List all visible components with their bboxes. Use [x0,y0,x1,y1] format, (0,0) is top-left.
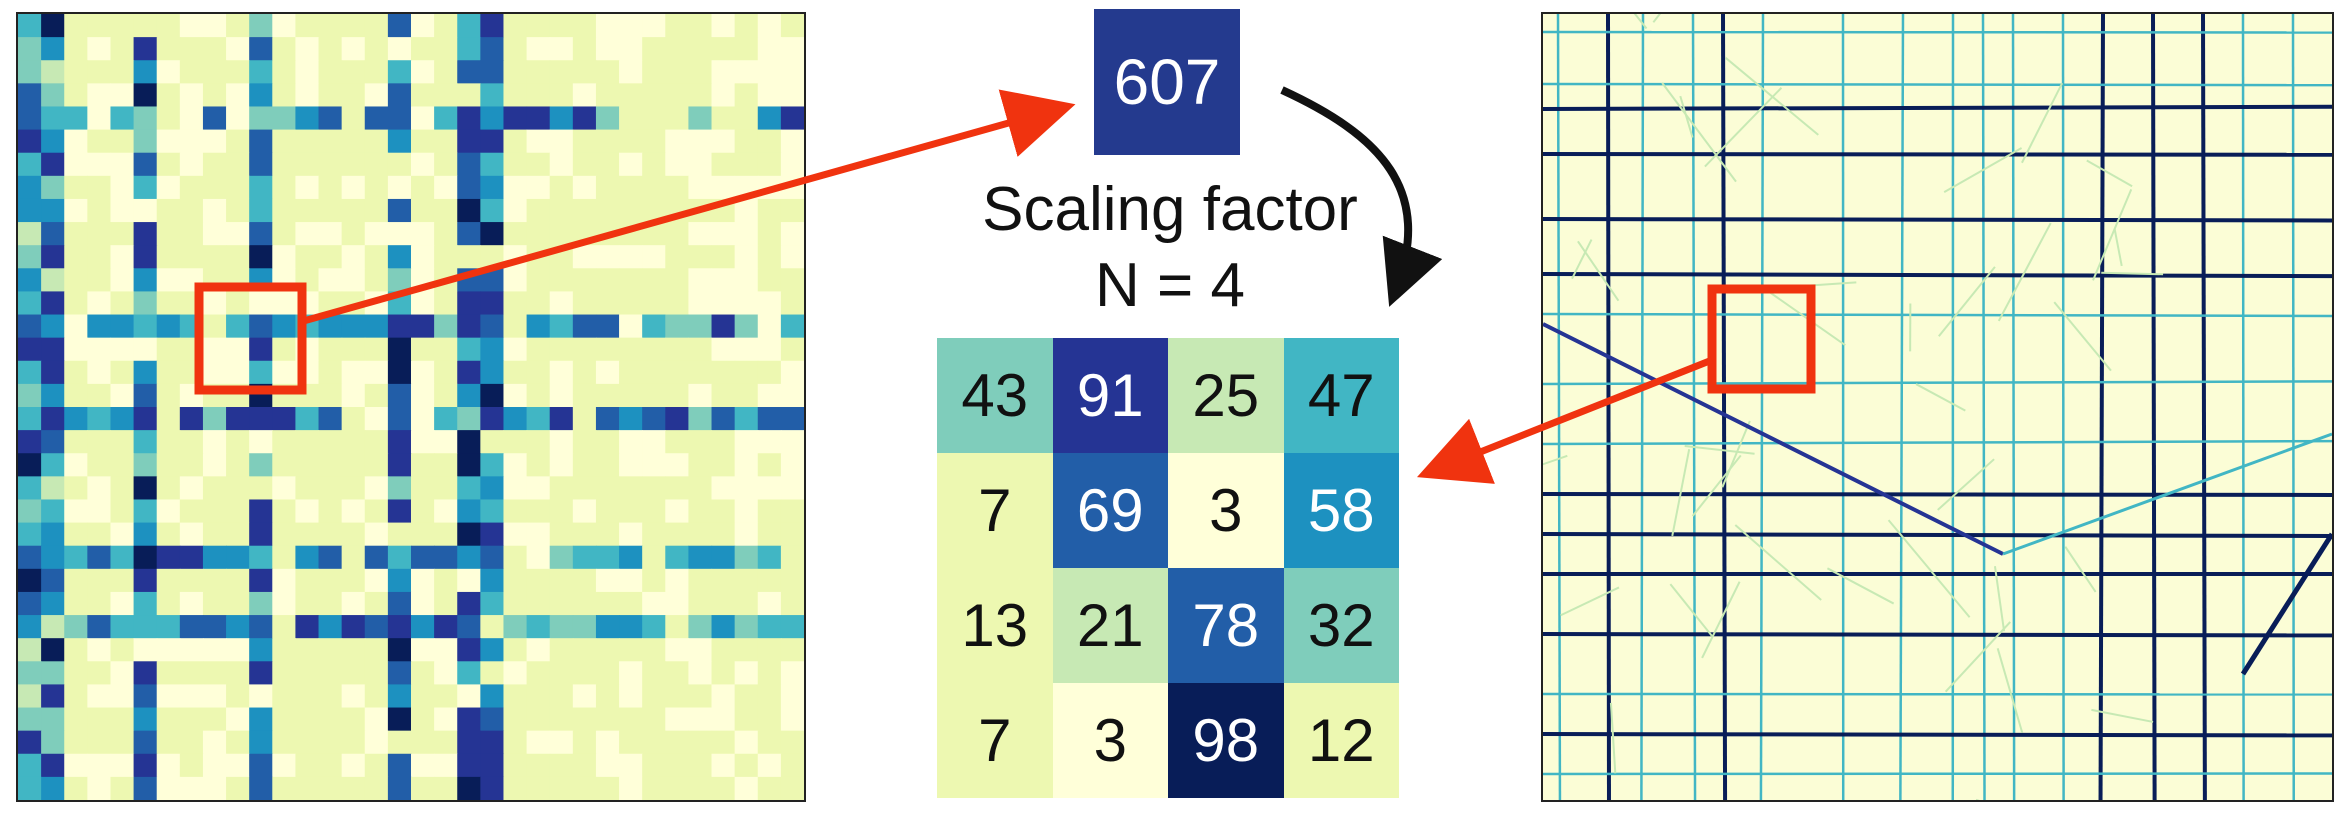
grid-cell-value: 7 [978,707,1012,774]
aggregated-sum-value: 607 [1113,46,1221,118]
grid-cell-value: 12 [1307,707,1375,774]
grid-cell: 7 [937,683,1053,798]
grid-cell: 13 [937,568,1053,683]
grid-cell: 58 [1283,453,1399,568]
grid-cell: 98 [1168,683,1284,798]
grid-cell: 3 [1052,683,1168,798]
grid-cell-value: 47 [1307,362,1375,429]
grid-cell: 21 [1052,568,1168,683]
grid-cell: 43 [937,338,1053,453]
grid-cell-value: 91 [1076,362,1144,429]
grid-cell-value: 21 [1076,592,1144,659]
grid-cell: 3 [1168,453,1284,568]
scaling-factor-title: Scaling factor [982,175,1358,244]
grid-cell: 91 [1052,338,1168,453]
aggregated-sum-cell: 607 [1094,9,1240,155]
fine-map-heatmap [1543,14,2332,800]
fine-grid-4x4: 43 91 25 47 7 69 3 58 13 21 78 32 7 3 98 12 [937,338,1399,798]
grid-cell: 69 [1052,453,1168,568]
grid-cell: 12 [1283,683,1399,798]
grid-cell-value: 78 [1192,592,1260,659]
grid-cell-value: 69 [1076,477,1144,544]
grid-cell: 32 [1283,568,1399,683]
grid-cell-value: 43 [961,362,1029,429]
grid-cell: 7 [937,453,1053,568]
scaling-factor-value: N = 4 [1095,251,1245,320]
grid-cell-value: 25 [1192,362,1260,429]
grid-cell-value: 32 [1307,592,1375,659]
grid-cell: 25 [1168,338,1284,453]
scaling-factor-caption: Scaling factor N = 4 [900,172,1440,324]
grid-cell-value: 3 [1209,477,1243,544]
grid-cell-value: 3 [1093,707,1127,774]
grid-cell: 47 [1283,338,1399,453]
grid-cell-value: 7 [978,477,1012,544]
grid-cell-value: 98 [1192,707,1260,774]
grid-cell-value: 13 [961,592,1029,659]
coarse-map-heatmap [18,14,804,800]
grid-cell: 78 [1168,568,1284,683]
coarse-resolution-map [16,12,806,802]
grid-cell-value: 58 [1307,477,1375,544]
fine-resolution-map [1541,12,2334,802]
